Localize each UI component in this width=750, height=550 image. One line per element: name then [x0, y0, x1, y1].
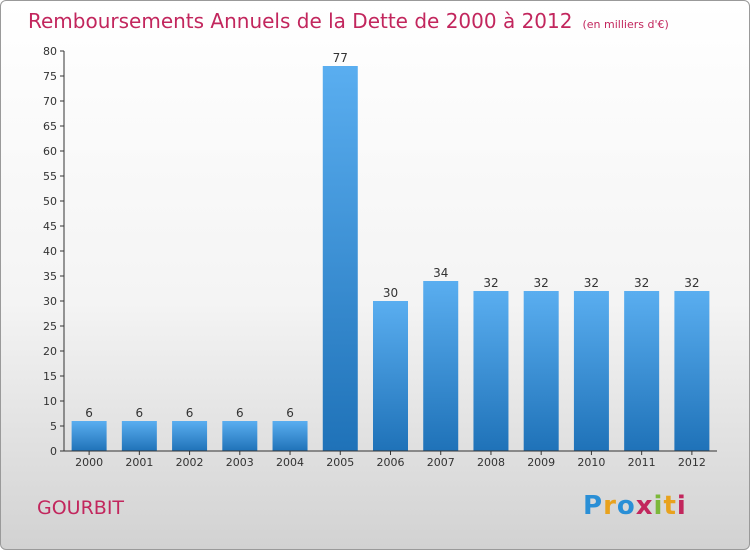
data-label-2003: 6 — [236, 406, 244, 420]
data-label-2005: 77 — [333, 51, 348, 65]
data-label-2001: 6 — [136, 406, 144, 420]
logo-letter: o — [616, 491, 636, 521]
bar-2004 — [272, 421, 308, 451]
x-tick-label-2010: 2010 — [577, 456, 605, 469]
y-tick-label-65: 65 — [43, 120, 57, 133]
bar-2000 — [71, 421, 107, 451]
y-tick-label-70: 70 — [43, 95, 57, 108]
bar-2002 — [172, 421, 208, 451]
bar-2008 — [473, 291, 509, 451]
x-tick-label-2001: 2001 — [125, 456, 153, 469]
logo-letter: P — [583, 491, 604, 521]
data-label-2002: 6 — [186, 406, 194, 420]
bar-2006 — [373, 301, 408, 451]
y-tick-label-55: 55 — [43, 170, 57, 183]
commune-name: GOURBIT — [37, 497, 125, 519]
logo-letter: t — [663, 491, 677, 521]
data-label-2012: 32 — [684, 276, 699, 290]
bar-2005 — [322, 66, 358, 451]
y-tick-label-50: 50 — [43, 195, 57, 208]
x-tick-label-2006: 2006 — [377, 456, 405, 469]
bar-2012 — [674, 291, 710, 451]
x-tick-label-2011: 2011 — [628, 456, 656, 469]
logo-letter: x — [635, 491, 654, 521]
bar-2007 — [423, 281, 459, 451]
data-label-2006: 30 — [383, 286, 398, 300]
x-tick-label-2002: 2002 — [176, 456, 204, 469]
y-tick-label-15: 15 — [43, 370, 57, 383]
x-tick-label-2005: 2005 — [326, 456, 354, 469]
y-tick-label-20: 20 — [43, 345, 57, 358]
data-label-2008: 32 — [483, 276, 498, 290]
data-label-2009: 32 — [534, 276, 549, 290]
x-tick-label-2012: 2012 — [678, 456, 706, 469]
bar-2003 — [222, 421, 258, 451]
x-tick-label-2003: 2003 — [226, 456, 254, 469]
y-tick-label-80: 80 — [43, 45, 57, 58]
y-tick-label-60: 60 — [43, 145, 57, 158]
y-tick-label-5: 5 — [50, 420, 57, 433]
bar-2011 — [624, 291, 660, 451]
data-label-2004: 6 — [286, 406, 294, 420]
x-tick-label-2008: 2008 — [477, 456, 505, 469]
y-tick-label-0: 0 — [50, 445, 57, 458]
x-tick-label-2000: 2000 — [75, 456, 103, 469]
x-tick-label-2007: 2007 — [427, 456, 455, 469]
y-tick-label-40: 40 — [43, 245, 57, 258]
data-label-2000: 6 — [85, 406, 93, 420]
proxiti-logo: Proxiti — [583, 491, 687, 521]
y-tick-label-45: 45 — [43, 220, 57, 233]
bar-2009 — [523, 291, 559, 451]
x-tick-label-2004: 2004 — [276, 456, 304, 469]
bar-2001 — [121, 421, 157, 451]
bar-2010 — [573, 291, 609, 451]
y-tick-label-75: 75 — [43, 70, 57, 83]
data-label-2007: 34 — [433, 266, 448, 280]
logo-letter: r — [603, 491, 617, 521]
x-tick-label-2009: 2009 — [527, 456, 555, 469]
y-tick-label-35: 35 — [43, 270, 57, 283]
data-label-2010: 32 — [584, 276, 599, 290]
logo-letter: i — [676, 491, 687, 521]
title-text: Remboursements Annuels de la Dette de 20… — [28, 9, 573, 33]
y-tick-label-10: 10 — [43, 395, 57, 408]
logo-letter: i — [653, 491, 664, 521]
y-tick-label-25: 25 — [43, 320, 57, 333]
chart-title: Remboursements Annuels de la Dette de 20… — [28, 9, 669, 33]
unit-note: (en milliers d'€) — [582, 18, 669, 31]
data-label-2011: 32 — [634, 276, 649, 290]
y-tick-label-30: 30 — [43, 295, 57, 308]
